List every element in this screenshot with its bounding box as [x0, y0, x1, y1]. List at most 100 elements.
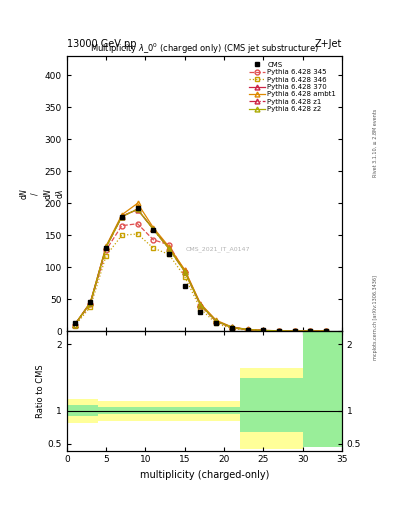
Pythia 6.428 ambt1 [324, 328, 329, 334]
Pythia 6.428 z1 [119, 214, 124, 220]
Legend: CMS, Pythia 6.428 345, Pythia 6.428 346, Pythia 6.428 370, Pythia 6.428 ambt1, P: CMS, Pythia 6.428 345, Pythia 6.428 346,… [247, 60, 338, 114]
Pythia 6.428 370 [245, 327, 250, 333]
Pythia 6.428 346 [135, 231, 140, 237]
Pythia 6.428 370 [214, 318, 219, 324]
CMS [151, 227, 156, 233]
Pythia 6.428 370 [88, 300, 93, 306]
Pythia 6.428 346 [245, 327, 250, 333]
CMS [167, 251, 171, 258]
Y-axis label: $\mathrm{d}N$
/
$\mathrm{d}N$
$\mathrm{d}\lambda$: $\mathrm{d}N$ / $\mathrm{d}N$ $\mathrm{d… [18, 187, 65, 200]
Pythia 6.428 346 [88, 304, 93, 310]
Pythia 6.428 346 [119, 232, 124, 238]
Pythia 6.428 346 [277, 328, 281, 334]
Pythia 6.428 ambt1 [214, 317, 219, 323]
Pythia 6.428 z1 [198, 302, 203, 308]
Pythia 6.428 345 [88, 301, 93, 307]
Pythia 6.428 z1 [230, 324, 234, 330]
Pythia 6.428 345 [230, 325, 234, 331]
Pythia 6.428 345 [167, 242, 171, 248]
Pythia 6.428 z2 [292, 328, 297, 334]
Pythia 6.428 345 [104, 247, 108, 253]
Pythia 6.428 z2 [151, 226, 156, 232]
Pythia 6.428 z1 [167, 246, 171, 252]
Pythia 6.428 ambt1 [151, 224, 156, 230]
Pythia 6.428 z2 [167, 246, 171, 252]
Text: Rivet 3.1.10, ≥ 2.8M events: Rivet 3.1.10, ≥ 2.8M events [373, 109, 378, 178]
Pythia 6.428 ambt1 [167, 244, 171, 250]
Pythia 6.428 ambt1 [182, 267, 187, 273]
Pythia 6.428 ambt1 [292, 328, 297, 334]
Pythia 6.428 ambt1 [245, 326, 250, 332]
Pythia 6.428 z1 [292, 328, 297, 334]
CMS [135, 205, 140, 211]
Text: CMS_2021_IT_A0147: CMS_2021_IT_A0147 [186, 246, 250, 251]
Line: CMS: CMS [72, 206, 329, 333]
Pythia 6.428 346 [198, 306, 203, 312]
Line: Pythia 6.428 370: Pythia 6.428 370 [72, 207, 329, 333]
Line: Pythia 6.428 z1: Pythia 6.428 z1 [72, 207, 329, 333]
Pythia 6.428 346 [104, 252, 108, 259]
Pythia 6.428 370 [151, 226, 156, 232]
Pythia 6.428 z1 [214, 318, 219, 324]
Pythia 6.428 z2 [198, 302, 203, 308]
Pythia 6.428 345 [182, 269, 187, 275]
Line: Pythia 6.428 345: Pythia 6.428 345 [72, 221, 329, 333]
Pythia 6.428 z2 [72, 322, 77, 328]
CMS [261, 327, 266, 333]
Pythia 6.428 z1 [151, 226, 156, 232]
Pythia 6.428 346 [182, 274, 187, 280]
Pythia 6.428 z1 [261, 327, 266, 333]
Pythia 6.428 370 [324, 328, 329, 334]
Line: Pythia 6.428 346: Pythia 6.428 346 [72, 231, 329, 333]
Pythia 6.428 346 [324, 328, 329, 334]
Pythia 6.428 370 [198, 301, 203, 307]
Pythia 6.428 ambt1 [72, 322, 77, 328]
Pythia 6.428 370 [135, 207, 140, 213]
Pythia 6.428 345 [324, 328, 329, 334]
Pythia 6.428 345 [214, 318, 219, 325]
Pythia 6.428 370 [292, 328, 297, 334]
Pythia 6.428 345 [308, 328, 313, 334]
Pythia 6.428 370 [261, 327, 266, 333]
Pythia 6.428 ambt1 [277, 328, 281, 334]
CMS [324, 328, 329, 334]
Pythia 6.428 z2 [324, 328, 329, 334]
Pythia 6.428 z2 [88, 300, 93, 306]
CMS [245, 327, 250, 333]
Pythia 6.428 z2 [277, 328, 281, 334]
CMS [119, 215, 124, 221]
X-axis label: multiplicity (charged-only): multiplicity (charged-only) [140, 470, 269, 480]
Pythia 6.428 370 [104, 244, 108, 250]
Pythia 6.428 z1 [182, 269, 187, 275]
Text: mcplots.cern.ch [arXiv:1306.3436]: mcplots.cern.ch [arXiv:1306.3436] [373, 275, 378, 360]
Line: Pythia 6.428 ambt1: Pythia 6.428 ambt1 [72, 201, 329, 333]
Pythia 6.428 ambt1 [230, 324, 234, 330]
Pythia 6.428 z2 [261, 327, 266, 333]
Pythia 6.428 z1 [245, 327, 250, 333]
Pythia 6.428 z2 [245, 327, 250, 333]
Pythia 6.428 ambt1 [104, 243, 108, 249]
Pythia 6.428 345 [277, 328, 281, 334]
Title: Multiplicity $\lambda\_0^0$ (charged only) (CMS jet substructure): Multiplicity $\lambda\_0^0$ (charged onl… [90, 42, 319, 56]
Pythia 6.428 345 [198, 303, 203, 309]
Pythia 6.428 370 [119, 213, 124, 219]
CMS [214, 321, 219, 327]
Pythia 6.428 345 [292, 328, 297, 334]
Pythia 6.428 z1 [104, 244, 108, 250]
CMS [292, 328, 297, 334]
CMS [72, 321, 77, 327]
Pythia 6.428 346 [72, 323, 77, 329]
Pythia 6.428 z1 [72, 322, 77, 328]
CMS [198, 309, 203, 315]
CMS [230, 325, 234, 331]
Pythia 6.428 z1 [308, 328, 313, 334]
Pythia 6.428 ambt1 [308, 328, 313, 334]
Text: Z+Jet: Z+Jet [314, 38, 342, 49]
Pythia 6.428 z2 [230, 324, 234, 330]
Pythia 6.428 370 [230, 324, 234, 330]
Pythia 6.428 370 [72, 322, 77, 328]
Pythia 6.428 z1 [135, 206, 140, 212]
Pythia 6.428 345 [245, 327, 250, 333]
Pythia 6.428 345 [151, 237, 156, 243]
Pythia 6.428 346 [230, 326, 234, 332]
